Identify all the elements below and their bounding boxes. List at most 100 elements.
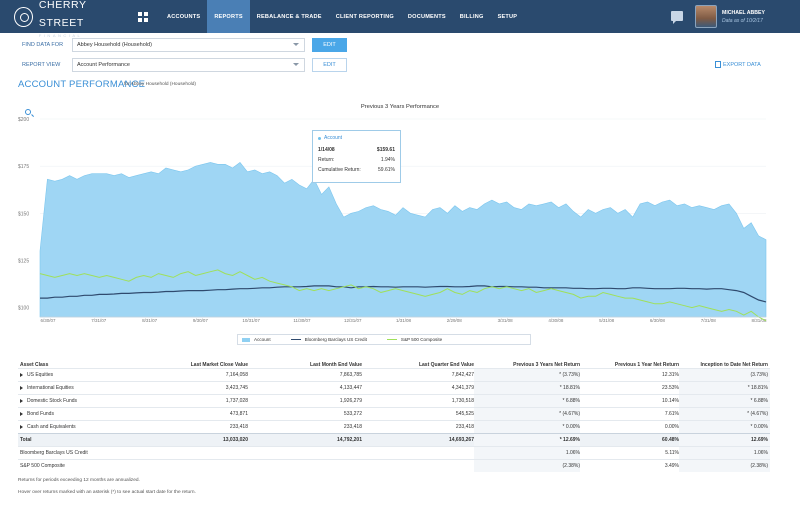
export-data-link[interactable]: EXPORT DATA (715, 61, 761, 68)
cell-text: 3,423,745 (225, 385, 248, 391)
table-cell[interactable]: * (4.67%) (474, 408, 580, 420)
expand-arrow-icon[interactable] (20, 399, 23, 403)
table-cell: 233,418 (362, 424, 474, 430)
expand-arrow-icon[interactable] (20, 386, 23, 390)
nav-setup[interactable]: SETUP (497, 13, 518, 20)
col-prev-3-years[interactable]: Previous 3 Years Net Return (513, 362, 580, 368)
zoom-icon[interactable] (25, 109, 31, 115)
x-tick-label: 6/30/08 (650, 318, 666, 323)
x-tick-label: 5/31/08 (599, 318, 615, 323)
cell-text: 23.53% (662, 385, 679, 391)
x-tick-label: 8/31/07 (142, 318, 158, 323)
cell-text: Cash and Equivalents (27, 424, 76, 430)
table-cell: 4,133,447 (248, 385, 362, 391)
avatar[interactable] (695, 5, 717, 28)
nav-accounts[interactable]: ACCOUNTS (167, 13, 201, 20)
legend-item-account[interactable]: Account (242, 337, 271, 342)
table-cell: 0.00% (580, 424, 679, 430)
tooltip-return-label: Return: (318, 157, 335, 163)
table-cell[interactable]: * 6.88% (474, 395, 580, 407)
series-sp500-line[interactable] (39, 269, 767, 322)
performance-chart[interactable]: $100 $125 $150 $175 $200 6/30/07 7/31/07 8/31/0… (0, 110, 800, 330)
user-menu[interactable]: MICHAEL ABBEY Data as of 10/2/17 (722, 10, 765, 24)
table-cell[interactable]: * 18.81% (679, 382, 770, 394)
edit-find-data-button[interactable]: EDIT (312, 38, 347, 52)
table-cell[interactable]: * 6.88% (679, 395, 770, 407)
cell-text: 0.00% (664, 424, 679, 430)
page-title: ACCOUNT PERFORMANCE (18, 79, 146, 90)
table-cell[interactable]: * 18.81% (474, 382, 580, 394)
col-prev-1-year[interactable]: Previous 1 Year Net Return (614, 362, 679, 368)
y-tick-label: $125 (18, 258, 29, 264)
table-cell: 13,033,020 (133, 437, 248, 443)
table-row[interactable]: US Equities 7,164,058 7,863,785 7,842,427 * … (18, 368, 770, 381)
cell-text: * 18.81% (747, 385, 768, 391)
cell-text: 4,133,447 (339, 385, 362, 391)
series-dot-icon (318, 136, 321, 140)
col-inception[interactable]: Inception to Date Net Return (700, 362, 768, 368)
col-last-month-end[interactable]: Last Month End Value (310, 362, 362, 368)
series-account-area[interactable] (39, 161, 767, 318)
nav-documents[interactable]: DOCUMENTS (407, 13, 446, 20)
cell-text: 10.14% (662, 398, 679, 404)
messages-icon[interactable] (671, 11, 683, 24)
x-tick-label: 7/31/07 (91, 318, 107, 323)
cell-text: (2.38%) (750, 463, 768, 469)
logo[interactable]: CHERRY STREET FINANCIAL (14, 0, 129, 38)
cell-text: (2.38%) (562, 463, 580, 469)
cell-text: 12.31% (662, 372, 679, 378)
table-cell[interactable]: * (3.73%) (474, 369, 580, 381)
find-data-select[interactable]: Abbey Household (Household) (72, 38, 305, 52)
legend-label-bloomberg: Bloomberg Barclays US Credit (304, 337, 367, 342)
report-view-select[interactable]: Account Performance (72, 58, 305, 72)
nav-client-reporting[interactable]: CLIENT REPORTING (335, 13, 394, 20)
table-cell[interactable]: * (4.67%) (679, 408, 770, 420)
table-cell: 23.53% (580, 385, 679, 391)
table-cell: 7,863,785 (248, 372, 362, 378)
cell-text: S&P 500 Composite (20, 463, 65, 469)
chevron-down-icon (293, 43, 299, 46)
export-icon (715, 61, 721, 68)
col-last-quarter-end[interactable]: Last Quarter End Value (418, 362, 474, 368)
cell-text: 233,418 (229, 424, 248, 430)
x-tick-label: 8/31/08 (751, 318, 767, 323)
table-cell[interactable]: * 12.69% (474, 434, 580, 446)
cell-text: * 6.88% (562, 398, 580, 404)
cell-text: 13,033,020 (222, 437, 248, 443)
table-cell: 14,792,201 (248, 437, 362, 443)
table-cell: Domestic Stock Funds (18, 398, 133, 404)
table-cell: S&P 500 Composite (18, 463, 133, 469)
expand-arrow-icon[interactable] (20, 412, 23, 416)
expand-arrow-icon[interactable] (20, 425, 23, 429)
expand-arrow-icon[interactable] (20, 373, 23, 377)
nav-billing[interactable]: BILLING (459, 13, 484, 20)
nav-reports[interactable]: REPORTS (207, 0, 250, 33)
col-last-market-close[interactable]: Last Market Close Value (190, 362, 248, 368)
export-label: EXPORT DATA (723, 61, 761, 68)
y-tick-label: $150 (18, 211, 29, 217)
legend-swatch-sp500 (386, 338, 397, 341)
series-bloomberg-line[interactable] (40, 285, 767, 303)
table-cell: (2.38%) (679, 460, 770, 472)
cell-text: * (3.73%) (559, 372, 580, 378)
table-row[interactable]: Bond Funds 473,871 533,272 545,525 * (4.67%)… (18, 407, 770, 420)
legend-item-bloomberg[interactable]: Bloomberg Barclays US Credit (290, 337, 367, 342)
report-view-value: Account Performance (77, 62, 130, 68)
legend-swatch-bloomberg (290, 338, 301, 341)
table-cell: 1.06% (474, 447, 580, 459)
table-row[interactable]: International Equities 3,423,745 4,133,447… (18, 381, 770, 394)
table-cell[interactable]: * 0.00% (474, 421, 580, 433)
table-cell[interactable]: * 0.00% (679, 421, 770, 433)
edit-report-view-button[interactable]: EDIT (312, 58, 347, 72)
table-cell: 7,842,427 (362, 372, 474, 378)
cell-text: 1.06% (565, 450, 580, 456)
legend-item-sp500[interactable]: S&P 500 Composite (386, 337, 442, 342)
table-cell: 1,926,279 (248, 398, 362, 404)
table-row[interactable]: Cash and Equivalents 233,418 233,418 233,41… (18, 420, 770, 433)
table-row-total: Total 13,033,020 14,792,201 14,693,267 * 12.… (18, 433, 770, 446)
apps-grid-icon[interactable] (138, 11, 148, 22)
table-row[interactable]: Domestic Stock Funds 1,737,028 1,926,279 1,… (18, 394, 770, 407)
cell-text: 7.61% (664, 411, 679, 417)
nav-rebalance-trade[interactable]: REBALANCE & TRADE (256, 13, 322, 20)
table-cell: US Equities (18, 372, 133, 378)
